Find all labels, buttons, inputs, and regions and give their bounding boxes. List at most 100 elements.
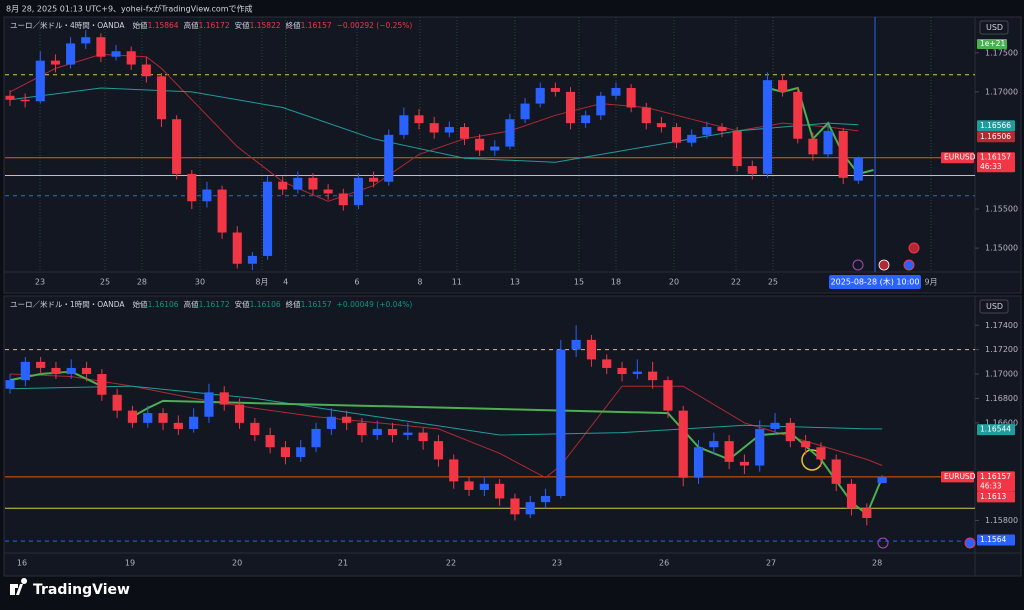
- candle-body: [384, 134, 394, 182]
- legend-label: 安値: [235, 20, 250, 30]
- x-tick-label: 18: [611, 278, 621, 287]
- x-tick-label: 4: [283, 278, 288, 287]
- y-tick-label: 1.17200: [985, 345, 1018, 354]
- panel: [3, 295, 1022, 577]
- candle-body: [505, 119, 515, 147]
- legend-value: 1.16106: [250, 300, 281, 309]
- candle-body: [540, 496, 551, 503]
- candle-body: [81, 367, 92, 375]
- legend-label: 終値: [286, 299, 301, 309]
- candle-body: [326, 416, 336, 429]
- candle-body: [550, 87, 560, 92]
- event-icon[interactable]: [877, 537, 889, 549]
- x-tick-label: 22: [731, 278, 741, 287]
- price-tag: 1.1613: [980, 492, 1006, 501]
- candle-body: [338, 193, 348, 206]
- candle-body: [156, 76, 167, 120]
- candle-body: [581, 115, 591, 124]
- candle-body: [853, 157, 863, 181]
- candle-body: [97, 374, 107, 395]
- legend-value: 1.16157: [301, 300, 332, 309]
- candle-body: [262, 181, 273, 256]
- candle-body: [672, 127, 682, 143]
- event-icons: [801, 242, 976, 549]
- x-tick-label: 20: [669, 278, 679, 287]
- candle-body: [414, 115, 424, 124]
- legend-label: 始値: [133, 20, 148, 30]
- y-tick-label: 1.16600: [985, 418, 1018, 427]
- event-icon[interactable]: [903, 259, 915, 271]
- candle-body: [387, 428, 398, 436]
- price-tag: 1.16544: [980, 425, 1011, 434]
- x-tick-label: 20: [232, 559, 242, 568]
- candle-body: [111, 51, 121, 57]
- indicator-line: [9, 385, 883, 436]
- candle-body: [399, 115, 409, 135]
- candle-body: [20, 361, 30, 381]
- y-tick-label: 1.15800: [985, 516, 1018, 525]
- candle-body: [475, 138, 485, 151]
- x-tick-label: 23: [35, 278, 45, 287]
- x-tick-label: 23: [552, 559, 562, 568]
- x-tick-label: 28: [872, 559, 882, 568]
- candle-body: [158, 413, 168, 423]
- candle-body: [35, 60, 45, 102]
- candle-body: [808, 138, 818, 155]
- candle-body: [5, 380, 15, 389]
- price-tag: 1.16566: [980, 121, 1011, 130]
- candle-body: [232, 232, 242, 264]
- candle-body: [219, 392, 229, 405]
- legend-value: 1.16172: [199, 300, 230, 309]
- symbol-tag: EURUSD: [944, 472, 976, 481]
- event-icon[interactable]: [852, 259, 864, 271]
- symbol-tag: EURUSD: [944, 153, 976, 162]
- candle-body: [353, 177, 363, 206]
- y-tick-label: 1.17400: [985, 321, 1018, 330]
- price-tag-bg: [977, 131, 1015, 143]
- x-tick-label: 13: [510, 278, 520, 287]
- crosshair-label-bg: [829, 275, 922, 289]
- legend-value: 1.16157: [301, 21, 332, 30]
- candle-body: [296, 447, 306, 457]
- brand: TradingView: [33, 582, 130, 598]
- badge-bg: [977, 39, 1007, 49]
- candle-body: [459, 127, 470, 139]
- candle-body: [838, 130, 848, 178]
- candle-body: [586, 339, 597, 360]
- candle-body: [648, 371, 658, 381]
- x-tick-label: 22: [446, 559, 456, 568]
- legend-value: 1.16172: [199, 21, 230, 30]
- legend: ユーロ／米ドル・4時間・OANDA 始値1.15864 高値1.16172 安値1.1…: [10, 20, 412, 30]
- candle-body: [141, 64, 151, 77]
- x-tick-label: 11: [452, 278, 462, 287]
- candle-body: [5, 95, 15, 100]
- currency: USD: [986, 23, 1003, 32]
- candle-body: [172, 119, 182, 174]
- event-icon[interactable]: [878, 259, 890, 271]
- candle-body: [444, 127, 454, 133]
- candle-body: [831, 459, 841, 484]
- event-icon[interactable]: [964, 537, 976, 549]
- legend-label: 安値: [235, 299, 250, 309]
- candle-body: [663, 380, 673, 411]
- candle-body: [311, 428, 321, 448]
- legend-value: 1.16106: [148, 300, 179, 309]
- panel: [3, 16, 1022, 294]
- candle-body: [862, 508, 872, 518]
- candle-body: [565, 91, 576, 124]
- candle-body: [785, 422, 795, 442]
- price-tag: 1.16506: [980, 132, 1011, 141]
- candle-body: [250, 422, 260, 436]
- candle-body: [369, 177, 379, 182]
- candle-body: [709, 441, 719, 448]
- candle-body: [293, 177, 303, 190]
- price-tag-bg: [977, 491, 1015, 503]
- candle-body: [490, 146, 500, 151]
- candle-body: [479, 483, 489, 490]
- candle-body: [602, 359, 612, 368]
- candle-body: [846, 483, 857, 509]
- candle-body: [280, 447, 291, 457]
- candle-body: [617, 367, 627, 375]
- event-icon[interactable]: [908, 242, 920, 254]
- price-tag-bg: [977, 424, 1015, 436]
